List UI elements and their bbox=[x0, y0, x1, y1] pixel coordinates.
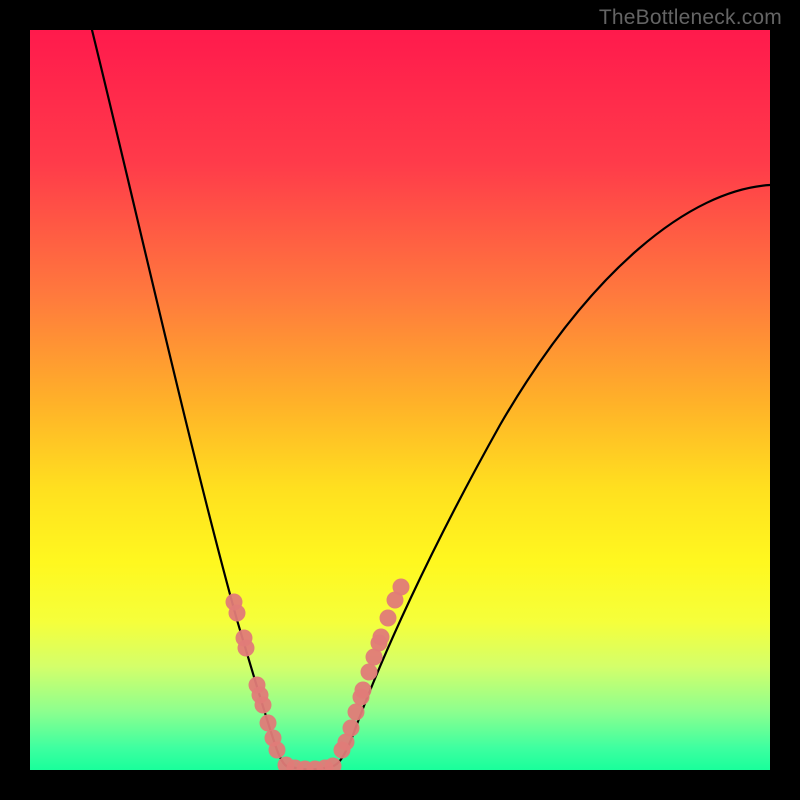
marker-right-9 bbox=[373, 629, 390, 646]
curve-right bbox=[329, 185, 770, 767]
marker-left-6 bbox=[255, 697, 272, 714]
curve-left bbox=[92, 30, 291, 767]
marker-right-3 bbox=[348, 704, 365, 721]
marker-left-9 bbox=[269, 742, 286, 759]
marker-basin-5 bbox=[325, 758, 342, 771]
marker-left-1 bbox=[229, 605, 246, 622]
curve-layer bbox=[30, 30, 770, 770]
marker-right-5 bbox=[355, 682, 372, 699]
marker-right-12 bbox=[393, 579, 410, 596]
plot-area bbox=[30, 30, 770, 770]
watermark-text: TheBottleneck.com bbox=[599, 6, 782, 30]
marker-left-3 bbox=[238, 640, 255, 657]
marker-right-2 bbox=[343, 720, 360, 737]
v-curve bbox=[92, 30, 770, 769]
marker-right-10 bbox=[380, 610, 397, 627]
marker-right-6 bbox=[361, 664, 378, 681]
marker-left-7 bbox=[260, 715, 277, 732]
